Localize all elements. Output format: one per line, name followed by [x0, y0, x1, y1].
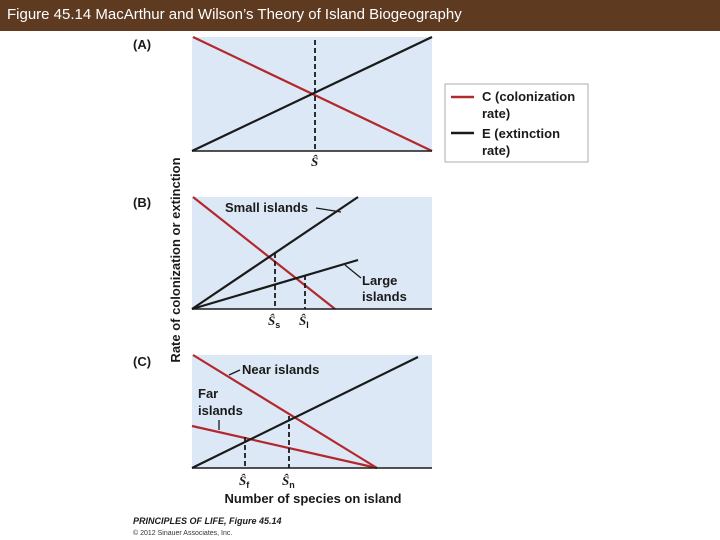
x-axis-label: Number of species on island [225, 491, 402, 506]
panel-c-eq-near-label: Ŝn [282, 473, 295, 490]
credit-line-1: PRINCIPLES OF LIFE, Figure 45.14 [133, 516, 282, 526]
panel-b-large-islands-label-2: islands [362, 289, 407, 304]
panel-c-colonization-far-line [191, 424, 378, 470]
panel-b-label: (B) [133, 195, 151, 210]
panel-b-colonization-line [192, 196, 336, 310]
y-axis-label: Rate of colonization or extinction [168, 157, 183, 362]
legend-extinction-label-2: rate) [482, 143, 510, 158]
panel-a-label: (A) [133, 37, 151, 52]
panel-a-extinction-line [191, 36, 433, 152]
panel-c-eq-far-label: Ŝf [239, 473, 250, 490]
title-bar: Figure 45.14 MacArthur and Wilson’s Theo… [0, 0, 720, 31]
panel-c-extinction-line [191, 356, 419, 469]
credit-line-2: © 2012 Sinauer Associates, Inc. [133, 529, 232, 537]
legend-colonization-label-1: C (colonization [482, 89, 575, 104]
panel-a-equilibrium-label: Ŝ [311, 154, 318, 169]
panel-b-eq-small-label: Ŝs [268, 313, 280, 330]
panel-c-near-islands-pointer [228, 369, 241, 376]
legend-extinction-label-1: E (extinction [482, 126, 560, 141]
panel-c-label: (C) [133, 354, 151, 369]
panel-b-eq-large-label: Ŝl [299, 313, 309, 330]
panel-c-near-islands-label: Near islands [242, 362, 319, 377]
panel-b-large-islands-pointer [344, 264, 362, 279]
panel-c-far-islands-label-2: islands [198, 403, 243, 418]
panel-b-small-islands-label: Small islands [225, 200, 308, 215]
panel-b-extinction-large-line [191, 258, 359, 311]
panel-b-large-islands-label-1: Large [362, 273, 397, 288]
panel-b-small-islands-pointer [315, 207, 342, 213]
panel-c-far-islands-label-1: Far [198, 386, 218, 401]
panel-c-colonization-near-line [192, 354, 378, 469]
figure-title: Figure 45.14 MacArthur and Wilson’s Theo… [7, 6, 462, 23]
legend-colonization-label-2: rate) [482, 106, 510, 121]
